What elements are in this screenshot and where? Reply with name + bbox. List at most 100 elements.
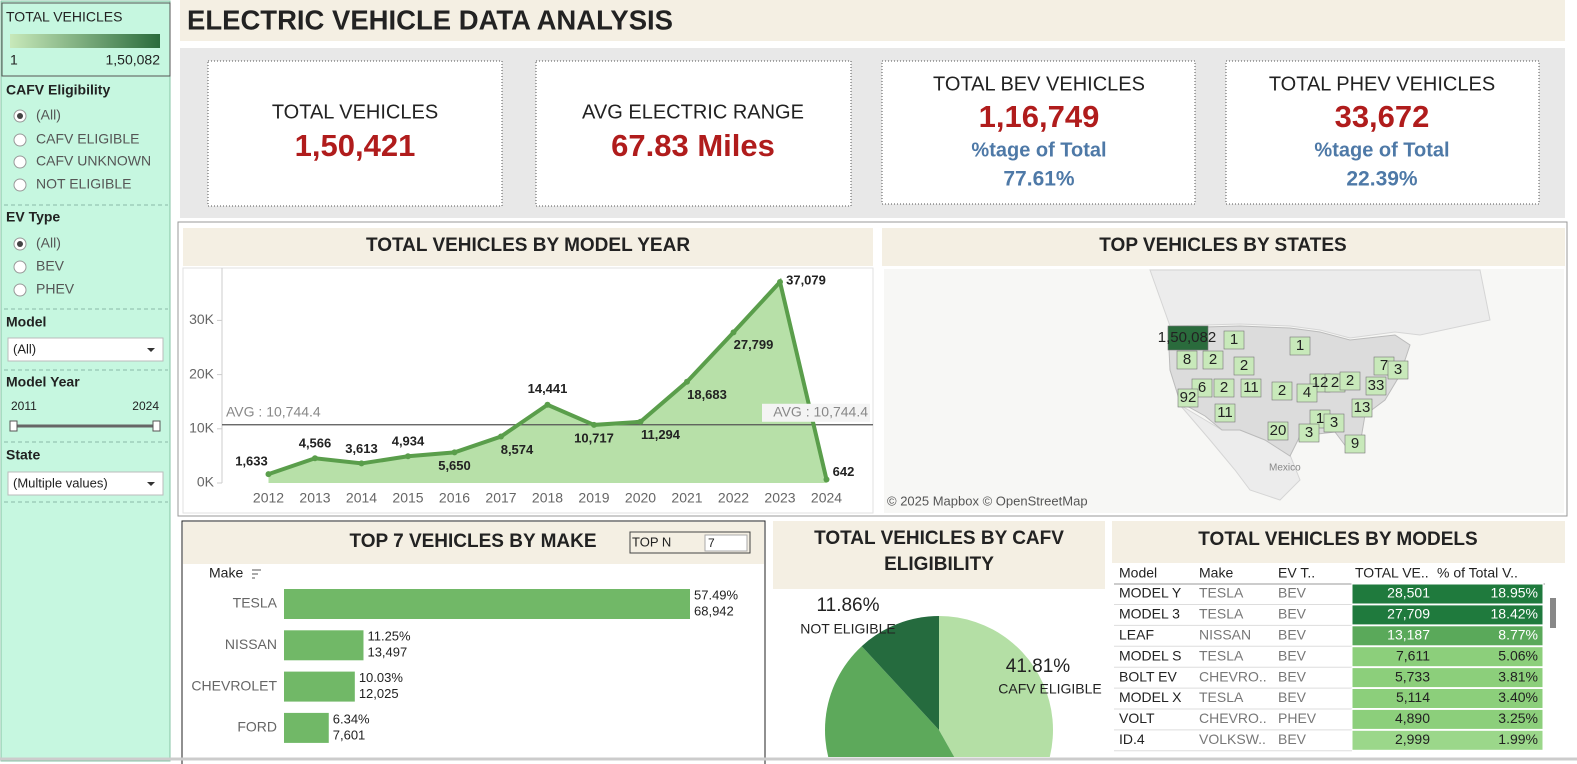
state xyxy=(1298,423,1320,443)
table-cell: MODEL Y xyxy=(1119,585,1182,601)
y-tick-label: 0K xyxy=(197,474,215,490)
point xyxy=(591,421,597,428)
slider-handle[interactable] xyxy=(152,420,161,432)
radio[interactable] xyxy=(13,260,27,274)
table-cell: PHEV xyxy=(1278,710,1317,726)
state xyxy=(1167,325,1209,351)
table-cell: 28,501 xyxy=(1387,585,1430,601)
state xyxy=(1233,356,1255,376)
panel-title-bar xyxy=(183,228,873,266)
value-label: 68,942 xyxy=(694,603,734,618)
radio-label: BEV xyxy=(36,258,65,274)
radio[interactable] xyxy=(13,133,27,147)
x-tick-label: 2015 xyxy=(392,490,423,506)
x-tick-label: 2014 xyxy=(346,490,377,506)
panel-title: TOP VEHICLES BY STATES xyxy=(1099,235,1346,256)
table-cell: TESLA xyxy=(1199,585,1244,601)
radio[interactable] xyxy=(13,178,27,192)
radio-label: CAFV ELIGIBLE xyxy=(36,131,139,147)
sort-icon[interactable] xyxy=(252,569,261,579)
state-label: 11 xyxy=(1217,404,1233,421)
state xyxy=(1339,371,1361,391)
state xyxy=(1351,398,1373,418)
panel-title: TOTAL VEHICLES BY MODEL YEAR xyxy=(366,235,690,256)
state-label: 8 xyxy=(1183,351,1191,368)
slider-handle[interactable] xyxy=(9,420,18,432)
table-cell: VOLT xyxy=(1119,710,1155,726)
state-label: 3 xyxy=(1330,414,1338,431)
top-n-control xyxy=(629,531,751,554)
column-header[interactable]: Model xyxy=(1119,565,1157,581)
point xyxy=(405,453,411,460)
x-tick-label: 2018 xyxy=(532,490,563,506)
point xyxy=(498,433,504,440)
kpi-value: 1,16,749 xyxy=(979,99,1100,134)
point xyxy=(265,471,272,478)
kpi-share: 22.39% xyxy=(1346,168,1418,191)
kpi-title: TOTAL BEV VEHICLES xyxy=(933,73,1145,95)
value-label: 7,601 xyxy=(333,727,366,742)
state xyxy=(1202,350,1224,370)
data-label: 1,633 xyxy=(235,454,268,469)
state xyxy=(1289,336,1311,356)
data-label: 18,683 xyxy=(687,387,727,402)
table-cell: 4,890 xyxy=(1395,710,1430,726)
average-label-bg xyxy=(762,403,870,422)
state-label: 92 xyxy=(1180,389,1197,406)
kpi-value: 33,672 xyxy=(1335,99,1430,134)
table-cell: ID.4 xyxy=(1119,731,1145,747)
dashboard-title: ELECTRIC VEHICLE DATA ANALYSIS xyxy=(187,4,673,35)
table-cell: MODEL X xyxy=(1119,689,1182,705)
dropdown-arrow xyxy=(147,348,155,352)
x-tick-label: 2013 xyxy=(299,490,330,506)
column-header[interactable]: EV T.. xyxy=(1278,565,1315,581)
sidebar xyxy=(0,0,171,762)
table-cell: NISSAN xyxy=(1199,627,1251,643)
radio[interactable] xyxy=(13,283,27,297)
state-label: 2 xyxy=(1209,351,1217,368)
state-label: 3 xyxy=(1394,361,1402,378)
y-tick-label: 20K xyxy=(189,365,215,381)
top-n-label: TOP N xyxy=(632,534,671,549)
point xyxy=(358,460,365,467)
category-label: NISSAN xyxy=(225,636,277,652)
data-label: 37,079 xyxy=(786,272,826,287)
bar xyxy=(284,589,690,619)
cell-bg xyxy=(1351,729,1544,751)
table-cell: CHEVRO.. xyxy=(1199,710,1267,726)
share-label: 11.25% xyxy=(367,629,411,644)
column-header[interactable]: Make xyxy=(1199,565,1233,581)
filter-title: CAFV Eligibility xyxy=(6,82,110,98)
bar xyxy=(284,712,329,743)
x-tick-label: 2020 xyxy=(625,490,656,506)
state xyxy=(1240,378,1262,398)
scrollbar[interactable] xyxy=(1550,598,1556,628)
table-cell: 3.81% xyxy=(1498,668,1538,684)
slider-min: 2011 xyxy=(11,399,37,413)
table-cell: 5,114 xyxy=(1396,689,1430,705)
state-label: 2 xyxy=(1346,372,1354,389)
data-label: 27,799 xyxy=(734,337,774,352)
point xyxy=(312,455,318,462)
filter-title: Model Year xyxy=(6,374,80,390)
radio-dot xyxy=(17,113,23,119)
model-dropdown[interactable] xyxy=(7,337,164,362)
radio-dot xyxy=(17,241,23,247)
pie xyxy=(825,616,1053,757)
kpi-title: AVG ELECTRIC RANGE xyxy=(582,101,804,123)
top-n-input[interactable] xyxy=(704,534,748,552)
point xyxy=(684,378,690,385)
point xyxy=(777,279,783,286)
column-header[interactable]: % of Total V.. xyxy=(1437,565,1518,581)
state-dropdown[interactable] xyxy=(7,471,164,496)
column-header[interactable]: TOTAL VE.. xyxy=(1355,565,1429,581)
state xyxy=(1387,360,1409,380)
state-label: 6 xyxy=(1198,379,1206,396)
radio-label: (All) xyxy=(36,107,61,123)
radio[interactable] xyxy=(13,155,27,169)
slice-value: 11.86% xyxy=(816,595,879,616)
table-cell: BEV xyxy=(1278,585,1307,601)
cell-bg xyxy=(1351,625,1544,647)
bar xyxy=(284,630,364,661)
